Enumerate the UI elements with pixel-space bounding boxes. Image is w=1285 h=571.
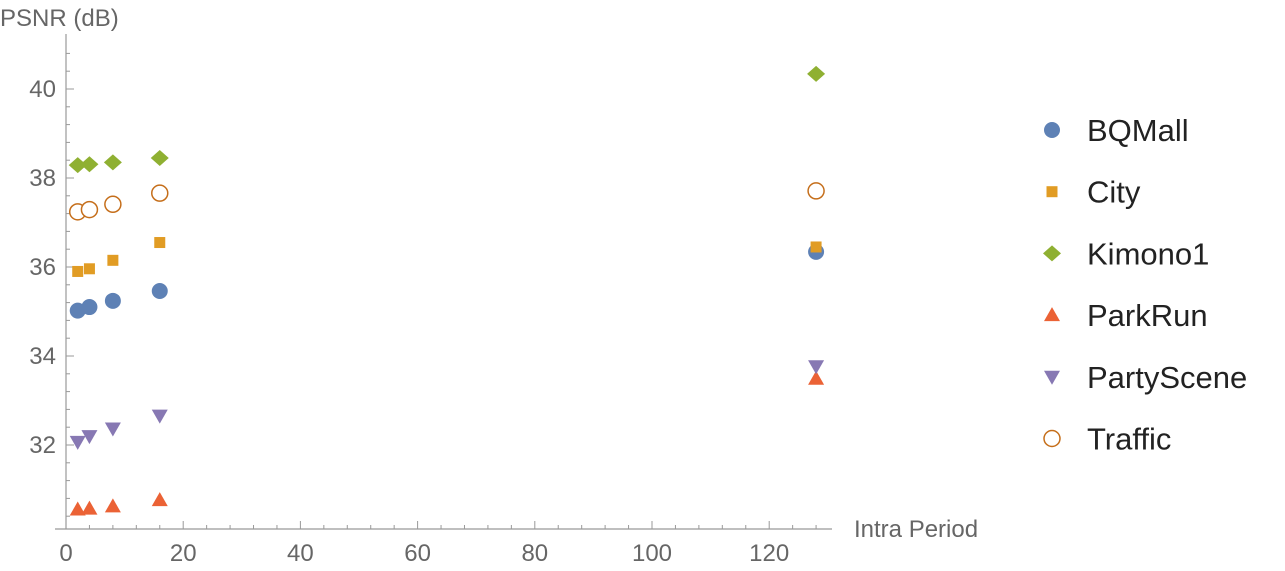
data-point: [151, 184, 169, 202]
data-point: [150, 149, 169, 166]
x-tick-label: 80: [521, 540, 548, 567]
y-tick-label: 34: [29, 343, 56, 370]
legend-label: PartyScene: [1087, 360, 1247, 395]
y-axis-title: PSNR (dB): [0, 5, 119, 32]
y-tick-label: 32: [29, 432, 56, 459]
data-point: [81, 430, 98, 445]
data-point: [107, 254, 119, 266]
data-point: [72, 265, 84, 277]
data-point: [80, 156, 99, 173]
data-point: [104, 498, 121, 513]
data-point: [104, 422, 121, 437]
legend-item: PartyScene: [1044, 360, 1247, 395]
data-point: [69, 435, 86, 450]
x-axis-title: Intra Period: [854, 516, 978, 543]
data-point: [808, 360, 825, 375]
data-point: [69, 501, 86, 516]
legend-marker: [1046, 186, 1058, 198]
data-point: [807, 182, 825, 200]
y-tick-label: 40: [29, 76, 56, 103]
legend-item: ParkRun: [1044, 298, 1208, 333]
legend: BQMall City Kimono1 ParkRun PartyScene Traffi…: [1043, 113, 1247, 457]
legend-label: BQMall: [1087, 113, 1189, 148]
y-axis-ticks: 32 34 36 38 40: [29, 52, 74, 517]
data-point: [810, 241, 822, 253]
data-point: [80, 200, 99, 219]
x-axis-ticks: 0 20 40 60 80 100 120: [59, 521, 817, 567]
series-partyscene: [69, 360, 825, 450]
data-point: [154, 237, 166, 249]
data-point: [104, 292, 121, 309]
plot-area: 0 20 40 60 80 100 120 32 34 36 38 40: [29, 34, 832, 567]
legend-item: Traffic: [1043, 422, 1171, 457]
data-point: [81, 299, 98, 316]
data-point: [81, 500, 98, 515]
x-tick-label: 0: [59, 540, 72, 567]
data-points: [68, 65, 826, 516]
x-tick-label: 20: [170, 540, 197, 567]
legend-marker: [1044, 370, 1060, 385]
legend-item: BQMall: [1044, 113, 1189, 148]
data-point: [83, 263, 95, 275]
legend-label: ParkRun: [1087, 298, 1208, 333]
x-tick-label: 120: [749, 540, 789, 567]
data-point: [151, 492, 168, 507]
series-city: [72, 237, 822, 277]
legend-label: Kimono1: [1087, 236, 1209, 271]
y-tick-label: 36: [29, 254, 56, 281]
data-point: [807, 65, 826, 82]
data-point: [808, 370, 825, 385]
data-point: [103, 154, 122, 171]
legend-marker: [1044, 122, 1060, 138]
data-point: [151, 409, 168, 424]
series-parkrun: [69, 370, 825, 516]
data-point: [104, 195, 122, 214]
legend-label: Traffic: [1087, 422, 1171, 457]
legend-label: City: [1087, 175, 1141, 210]
series-kimono1: [68, 65, 826, 174]
series-bqmall: [69, 243, 825, 319]
x-tick-label: 100: [632, 540, 672, 567]
legend-item: Kimono1: [1043, 236, 1209, 271]
series-traffic: [68, 182, 825, 221]
x-tick-label: 60: [404, 540, 431, 567]
data-point: [68, 157, 87, 174]
legend-item: City: [1046, 175, 1141, 210]
legend-marker: [1043, 245, 1061, 262]
x-tick-label: 40: [287, 540, 314, 567]
legend-marker: [1043, 429, 1061, 448]
data-point: [151, 283, 168, 300]
y-tick-label: 38: [29, 165, 56, 192]
legend-marker: [1044, 307, 1060, 322]
